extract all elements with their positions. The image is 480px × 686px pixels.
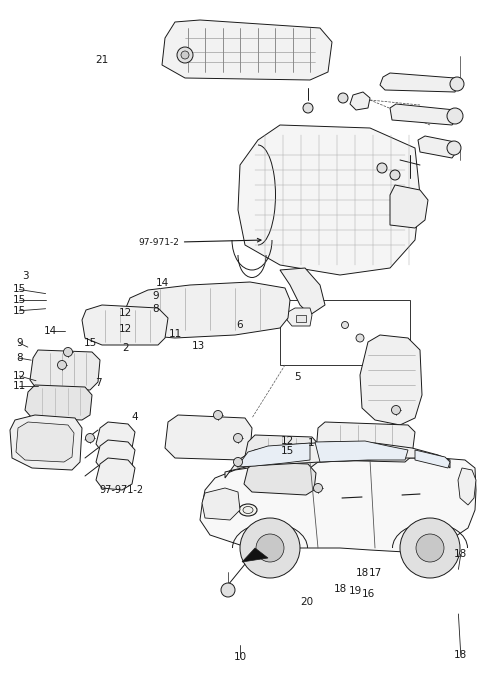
Text: 97-971-2: 97-971-2 [99,486,143,495]
Polygon shape [360,335,422,425]
Circle shape [177,47,193,63]
Text: 3: 3 [22,272,29,281]
Polygon shape [350,92,370,110]
Polygon shape [242,548,268,562]
Text: 97-971-2: 97-971-2 [138,238,261,247]
Ellipse shape [239,504,257,516]
Polygon shape [390,104,458,125]
Circle shape [390,170,400,180]
Polygon shape [165,415,252,460]
Text: 13: 13 [192,341,205,351]
Circle shape [356,334,364,342]
Circle shape [341,322,348,329]
Circle shape [447,141,461,155]
Text: 5: 5 [294,372,301,382]
Text: 15: 15 [12,285,26,294]
Polygon shape [245,435,320,468]
Circle shape [221,583,235,597]
Circle shape [400,518,460,578]
Ellipse shape [221,501,235,509]
Polygon shape [415,450,450,468]
Text: 18: 18 [356,568,369,578]
Text: 12: 12 [119,308,132,318]
Polygon shape [316,422,415,462]
Polygon shape [96,458,135,490]
Polygon shape [315,441,408,462]
Polygon shape [202,488,240,520]
Polygon shape [96,440,135,472]
Polygon shape [25,385,92,420]
Text: 8: 8 [153,304,159,314]
Polygon shape [16,422,74,462]
Text: 1: 1 [308,438,314,448]
Text: 12: 12 [280,436,294,446]
Circle shape [63,348,72,357]
Text: 11: 11 [12,381,26,390]
Text: 9: 9 [153,292,159,301]
Text: 20: 20 [300,598,314,607]
Text: 17: 17 [369,568,382,578]
Circle shape [303,103,313,113]
Text: 15: 15 [84,338,97,348]
Ellipse shape [243,506,253,514]
Polygon shape [238,125,420,275]
Polygon shape [10,415,82,470]
Circle shape [416,534,444,562]
Circle shape [85,434,95,442]
Text: 15: 15 [280,447,294,456]
Polygon shape [244,462,316,495]
Text: 9: 9 [16,338,23,348]
Polygon shape [200,458,476,552]
Text: 4: 4 [131,412,138,422]
Circle shape [233,458,242,466]
Circle shape [58,361,67,370]
Text: 10: 10 [233,652,247,662]
Text: 18: 18 [454,549,468,559]
Circle shape [392,405,400,414]
Text: 7: 7 [95,378,102,388]
Text: 21: 21 [95,56,108,65]
Polygon shape [380,73,458,92]
Text: 14: 14 [44,326,57,335]
Polygon shape [237,443,310,467]
Ellipse shape [217,498,239,512]
Polygon shape [96,422,135,454]
Polygon shape [280,268,325,315]
Text: 6: 6 [237,320,243,330]
Polygon shape [296,315,306,322]
Polygon shape [122,282,290,338]
Circle shape [233,434,242,442]
Polygon shape [225,442,450,478]
Polygon shape [30,350,100,390]
Text: 2: 2 [122,344,129,353]
Circle shape [450,77,464,91]
Circle shape [240,518,300,578]
Text: 12: 12 [119,324,132,334]
Text: 18: 18 [334,584,348,593]
Circle shape [256,534,284,562]
Bar [280,300,410,365]
Circle shape [447,108,463,124]
Text: 15: 15 [12,306,26,316]
Text: 18: 18 [454,650,468,660]
Circle shape [377,163,387,173]
Text: 16: 16 [362,589,375,599]
Polygon shape [390,185,428,228]
Text: 8: 8 [16,353,23,363]
Polygon shape [418,136,458,158]
Text: 12: 12 [12,371,26,381]
Text: 14: 14 [156,279,169,288]
Polygon shape [287,308,312,326]
Polygon shape [162,20,332,80]
Circle shape [313,484,323,493]
Text: 19: 19 [348,587,362,596]
Circle shape [214,410,223,420]
Polygon shape [458,468,476,505]
Text: 11: 11 [168,329,182,339]
Text: 15: 15 [12,296,26,305]
Polygon shape [82,305,168,345]
Circle shape [338,93,348,103]
Circle shape [181,51,189,59]
